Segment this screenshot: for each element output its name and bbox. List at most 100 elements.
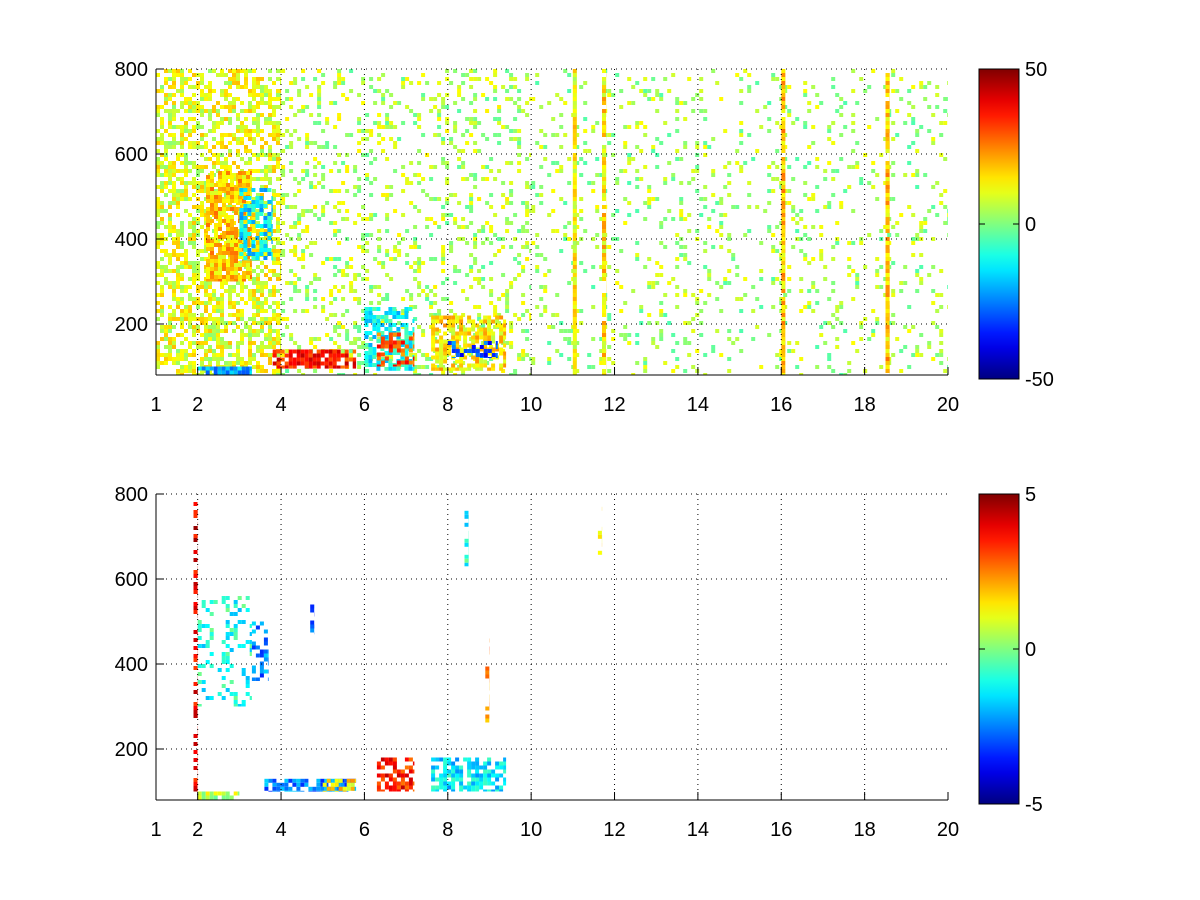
heatmap-cell — [289, 97, 294, 101]
heatmap-cell — [238, 247, 242, 251]
heatmap-cell — [197, 644, 202, 648]
heatmap-cell — [781, 341, 786, 345]
heatmap-cell — [188, 365, 192, 369]
heatmap-cell — [252, 89, 256, 93]
heatmap-cell — [193, 638, 198, 642]
heatmap-cell — [441, 257, 446, 261]
heatmap-cell — [230, 187, 234, 191]
heatmap-cell — [243, 208, 248, 212]
heatmap-cell — [915, 349, 920, 353]
heatmap-cell — [429, 373, 434, 375]
heatmap-cell — [425, 285, 430, 289]
heatmap-cell — [308, 357, 313, 362]
heatmap-cell — [248, 337, 252, 341]
heatmap-cell — [404, 367, 409, 371]
heatmap-cell — [224, 341, 228, 345]
heatmap-cell — [455, 343, 460, 348]
heatmap-cell — [272, 169, 276, 173]
heatmap-cell — [369, 301, 374, 305]
heatmap-cell — [747, 89, 752, 93]
heatmap-cell — [521, 225, 526, 229]
heatmap-cell — [647, 197, 652, 201]
heatmap-cell — [248, 341, 252, 345]
heatmap-cell — [807, 145, 812, 149]
heatmap-cell — [226, 227, 230, 231]
heatmap-cell — [329, 337, 334, 341]
heatmap-cell — [192, 333, 196, 337]
heatmap-cell — [455, 335, 460, 340]
heatmap-cell — [479, 363, 484, 368]
heatmap-cell — [357, 93, 362, 97]
heatmap-cell — [471, 345, 476, 349]
heatmap-cell — [409, 245, 414, 249]
heatmap-cell — [635, 341, 640, 345]
heatmap-cell — [160, 329, 164, 333]
heatmap-cell — [216, 157, 220, 161]
heatmap-cell — [493, 133, 498, 137]
heatmap-cell — [196, 85, 200, 89]
heatmap-cell — [156, 221, 160, 225]
heatmap-cell — [280, 229, 282, 233]
heatmap-cell — [384, 367, 389, 371]
heatmap-cell — [489, 205, 494, 209]
heatmap-cell — [168, 305, 172, 309]
heatmap-cell — [333, 257, 338, 261]
heatmap-cell — [441, 213, 446, 217]
heatmap-cell — [393, 145, 398, 149]
heatmap-cell — [272, 257, 276, 261]
heatmap-cell — [563, 329, 568, 333]
heatmap-cell — [775, 77, 780, 81]
heatmap-cell — [599, 361, 604, 365]
heatmap-cell — [240, 337, 244, 341]
heatmap-cell — [180, 69, 184, 73]
heatmap-cell — [193, 782, 198, 786]
heatmap-cell — [204, 353, 208, 357]
heatmap-cell — [572, 185, 577, 189]
heatmap-cell — [376, 332, 381, 337]
heatmap-cell — [192, 125, 196, 129]
heatmap-cell — [517, 145, 522, 149]
heatmap-cell — [459, 355, 464, 360]
heatmap-cell — [369, 149, 374, 153]
heatmap-cell — [404, 315, 409, 319]
heatmap-cell — [305, 289, 310, 293]
heatmap-cell — [369, 85, 374, 89]
heatmap-cell — [543, 305, 548, 309]
heatmap-cell — [364, 311, 369, 315]
heatmap-cell — [260, 329, 264, 333]
heatmap-cell — [791, 245, 796, 249]
heatmap-cell — [453, 217, 458, 221]
heatmap-cell — [885, 285, 890, 289]
heatmap-cell — [172, 185, 176, 189]
heatmap-cell — [404, 347, 409, 351]
heatmap-cell — [164, 69, 168, 73]
heatmap-cell — [192, 317, 196, 321]
heatmap-cell — [156, 349, 160, 353]
heatmap-cell — [421, 329, 426, 333]
heatmap-cell — [679, 201, 684, 205]
heatmap-cell — [743, 293, 748, 297]
heatmap-cell — [242, 259, 246, 263]
heatmap-cell — [204, 109, 208, 113]
heatmap-cell — [180, 241, 184, 245]
heatmap-cell — [172, 297, 176, 301]
heatmap-cell — [392, 364, 397, 367]
heatmap-cell — [439, 351, 444, 356]
heatmap-cell — [156, 245, 160, 249]
heatmap-cell — [156, 361, 160, 365]
heatmap-cell — [244, 109, 248, 113]
heatmap-cell — [232, 137, 236, 141]
heatmap-cell — [228, 289, 232, 293]
heatmap-cell — [675, 101, 680, 105]
heatmap-cell — [233, 370, 238, 375]
heatmap-cell — [210, 171, 214, 175]
heatmap-cell — [396, 348, 401, 353]
heatmap-cell — [333, 265, 338, 269]
heatmap-cell — [667, 133, 672, 137]
heatmap-cell — [341, 181, 346, 185]
heatmap-cell — [409, 265, 414, 269]
heatmap-cell — [791, 349, 796, 353]
heatmap-cell — [252, 197, 256, 201]
heatmap-cell — [251, 244, 256, 248]
heatmap-cell — [205, 366, 210, 371]
